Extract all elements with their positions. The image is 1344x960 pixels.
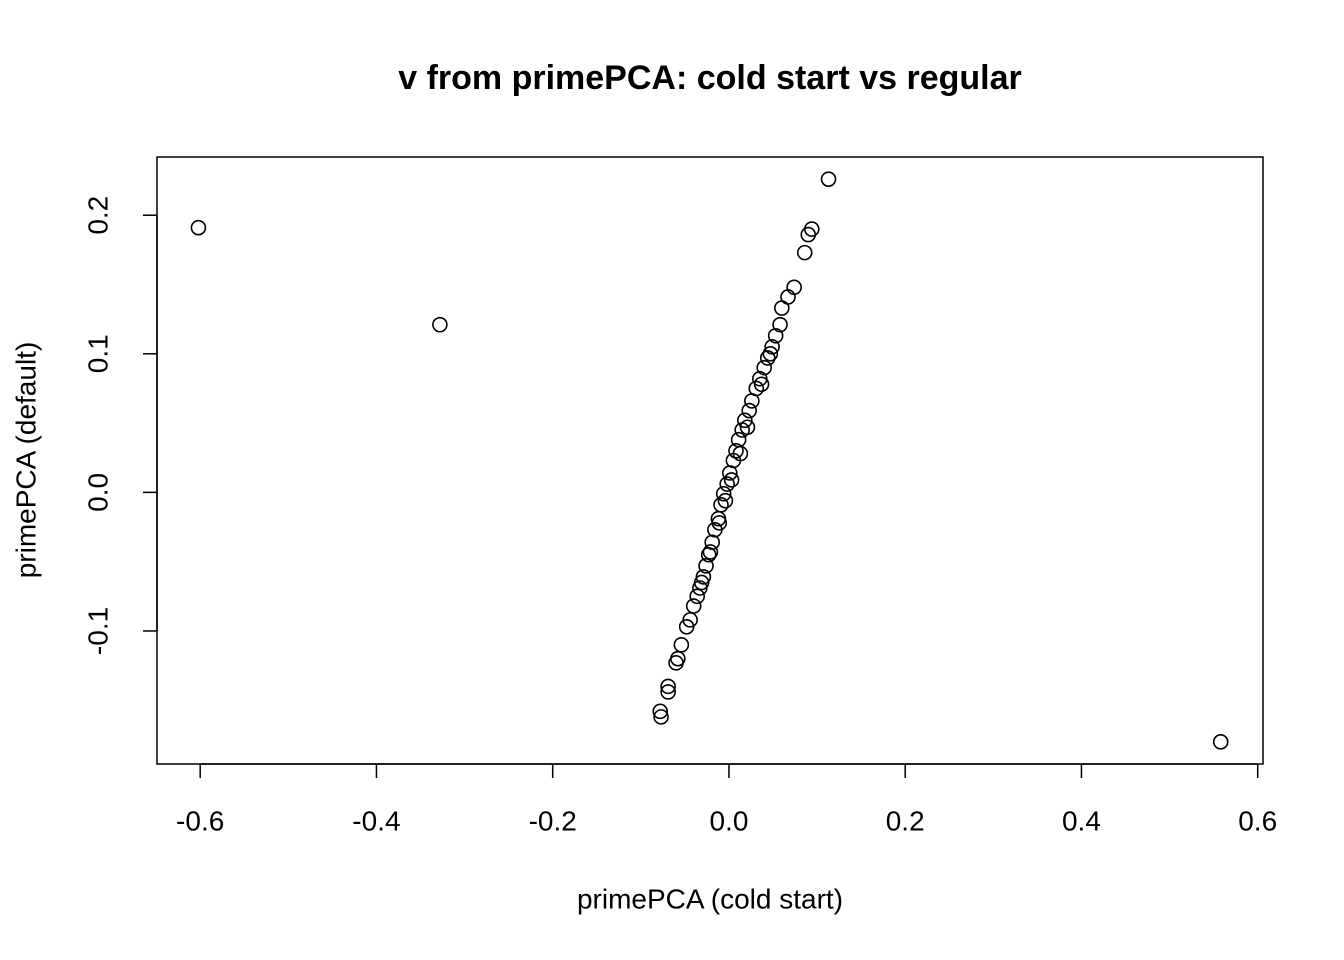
x-tick-label: -0.2 bbox=[529, 805, 577, 836]
point bbox=[732, 445, 749, 462]
point bbox=[660, 684, 676, 700]
x-tick-label: 0.2 bbox=[886, 805, 925, 836]
point bbox=[702, 544, 719, 560]
point bbox=[689, 588, 706, 605]
y-tick-label: 0.1 bbox=[82, 334, 113, 373]
point bbox=[704, 534, 721, 551]
point bbox=[717, 492, 734, 509]
point bbox=[685, 598, 702, 614]
point bbox=[698, 558, 714, 574]
chart-title: v from primePCA: cold start vs regular bbox=[398, 59, 1022, 97]
x-tick-label: -0.6 bbox=[176, 805, 224, 836]
point bbox=[713, 497, 729, 513]
y-tick-label: 0.0 bbox=[82, 473, 113, 512]
y-tick-label: -0.1 bbox=[82, 607, 113, 655]
point bbox=[767, 327, 784, 344]
point bbox=[753, 376, 770, 393]
point bbox=[748, 380, 765, 397]
point bbox=[820, 171, 837, 187]
point bbox=[762, 345, 779, 362]
point bbox=[719, 476, 735, 492]
point bbox=[741, 402, 758, 419]
point bbox=[796, 244, 813, 261]
x-tick-label: 0.6 bbox=[1238, 805, 1277, 836]
x-tick-label: 0.0 bbox=[709, 805, 748, 836]
point bbox=[670, 650, 686, 667]
point bbox=[660, 678, 676, 695]
point bbox=[786, 279, 802, 296]
point bbox=[715, 485, 732, 502]
point bbox=[723, 472, 740, 488]
point bbox=[711, 515, 728, 531]
point bbox=[653, 709, 669, 725]
point bbox=[772, 316, 788, 333]
point bbox=[432, 316, 448, 333]
x-tick-label: -0.4 bbox=[352, 805, 400, 836]
point bbox=[764, 339, 780, 355]
point bbox=[780, 289, 796, 305]
y-axis-title: primePCA (default) bbox=[10, 342, 41, 579]
x-tick-label: 0.4 bbox=[1062, 805, 1101, 836]
point bbox=[759, 350, 776, 366]
point bbox=[673, 637, 690, 653]
plot-frame bbox=[156, 156, 1264, 765]
point bbox=[737, 412, 753, 429]
point bbox=[652, 703, 669, 720]
point bbox=[693, 574, 710, 591]
x-axis-title: primePCA (cold start) bbox=[577, 883, 843, 914]
point bbox=[190, 219, 207, 236]
point bbox=[1212, 734, 1229, 750]
point bbox=[739, 419, 756, 436]
y-tick-label: 0.2 bbox=[82, 196, 113, 235]
point bbox=[756, 359, 772, 376]
point bbox=[803, 221, 820, 237]
point bbox=[728, 442, 744, 459]
